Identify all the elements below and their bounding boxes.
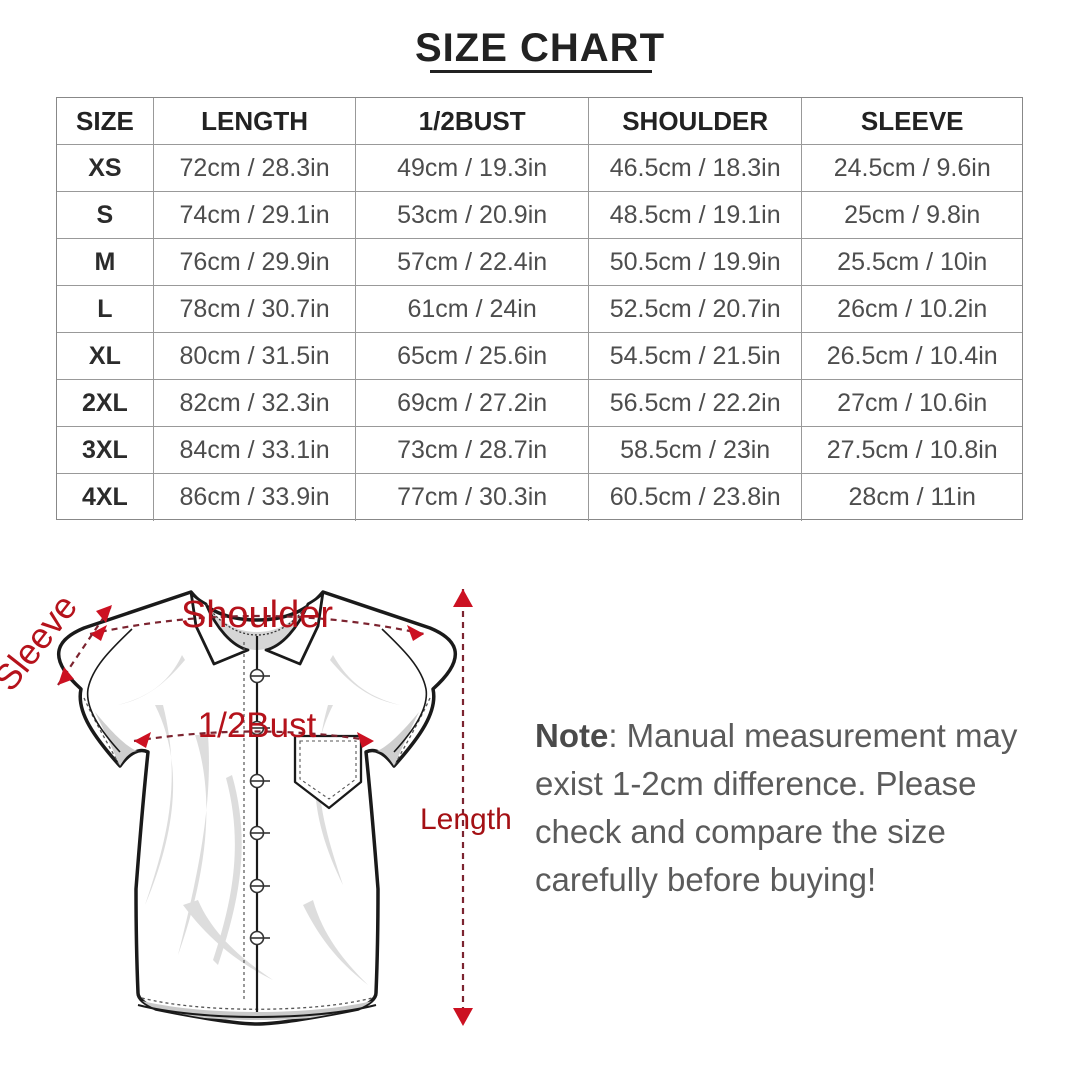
svg-text:1/2Bust: 1/2Bust — [198, 706, 317, 745]
svg-text:Length: Length — [420, 803, 512, 836]
svg-text:Shoulder: Shoulder — [181, 594, 333, 636]
